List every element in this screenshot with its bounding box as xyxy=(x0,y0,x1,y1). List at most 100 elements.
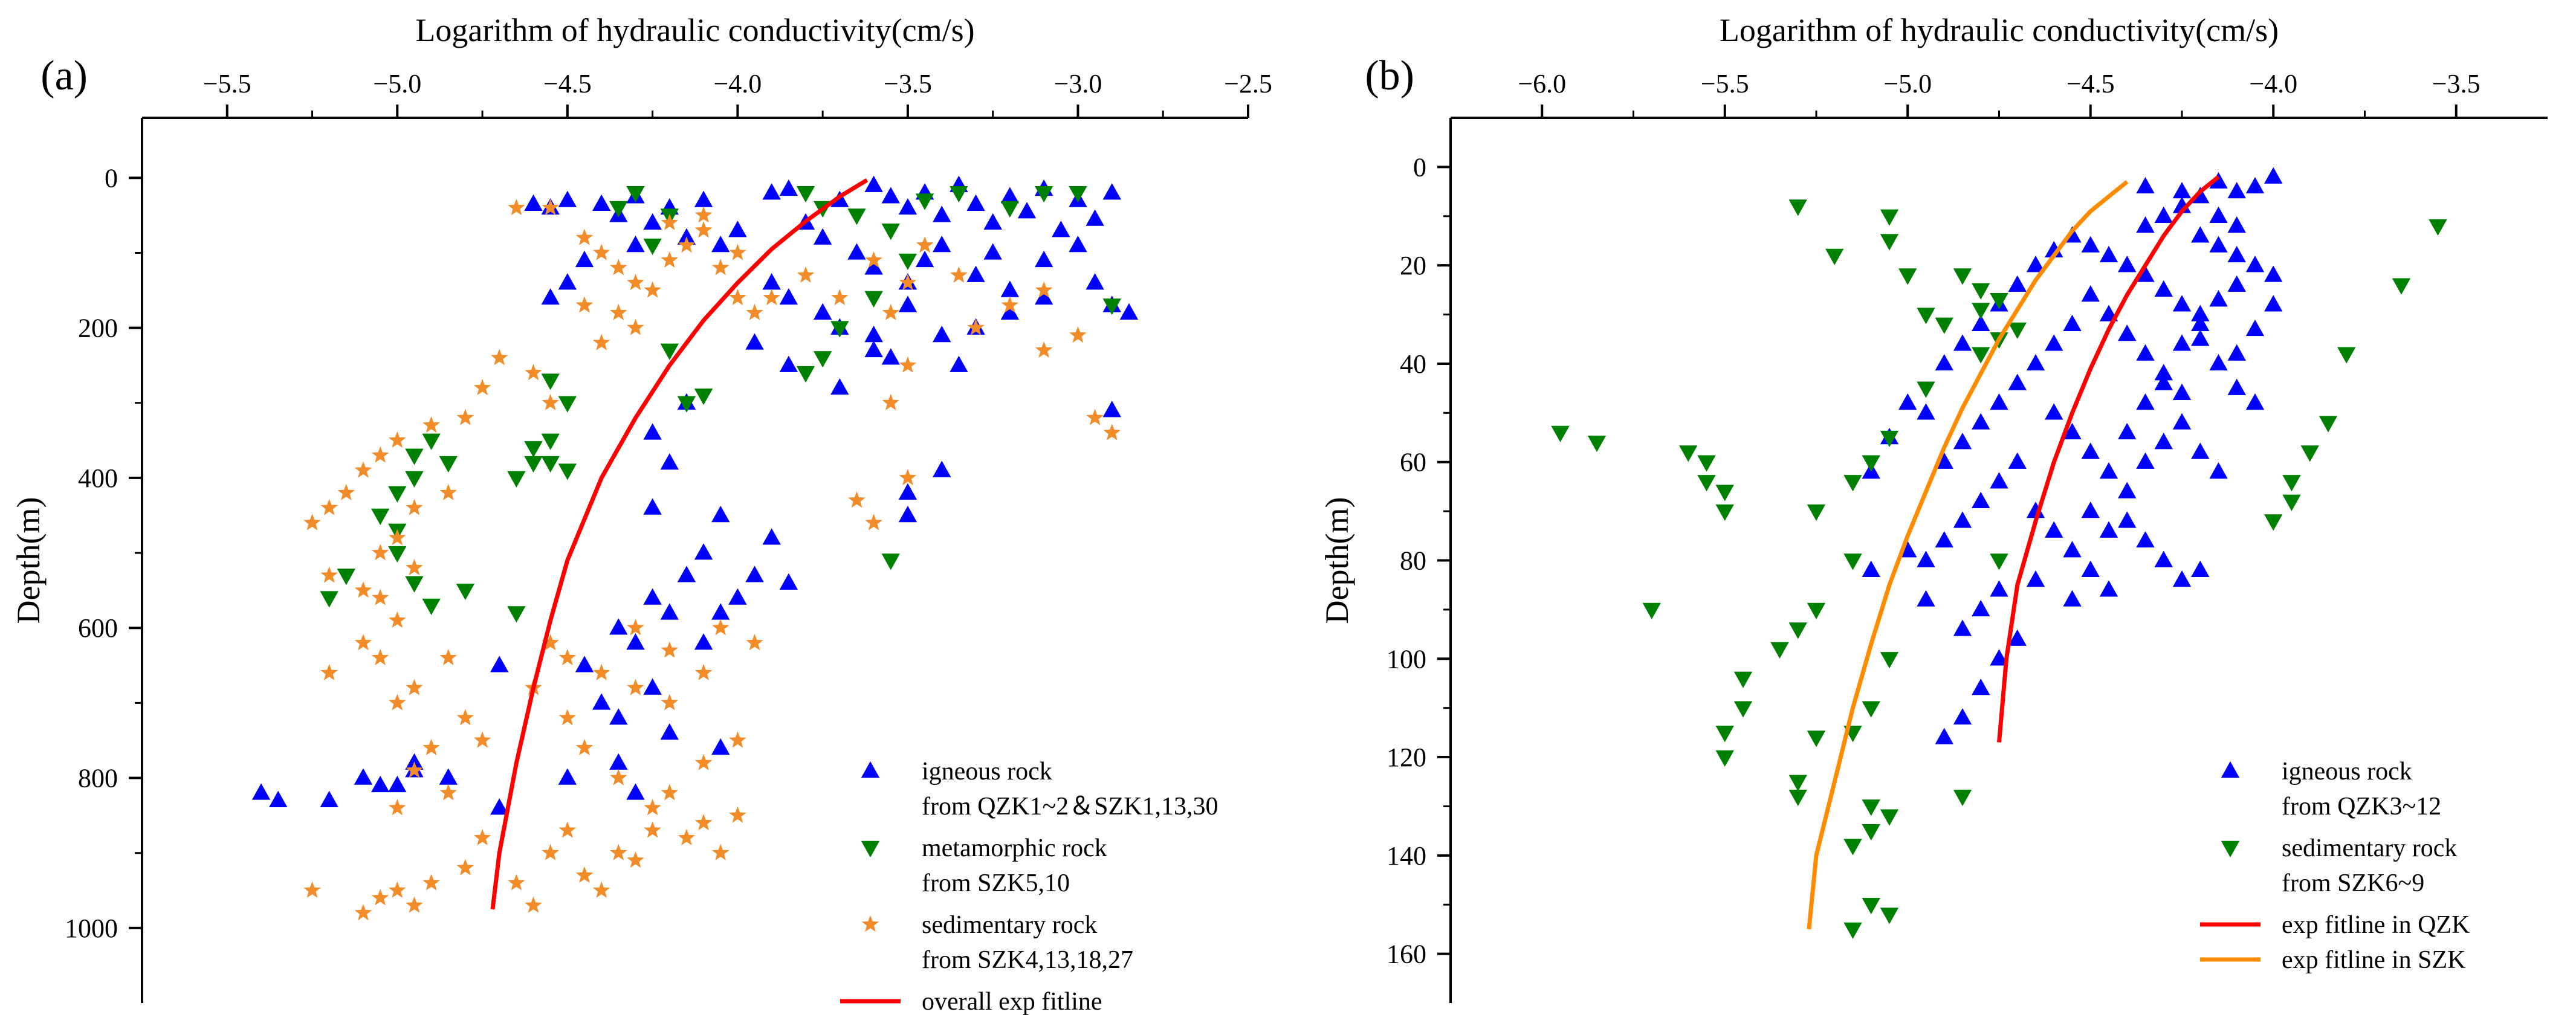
igneous-point xyxy=(2008,629,2027,646)
igneous-point xyxy=(864,258,883,275)
igneous-point xyxy=(2154,373,2173,390)
x-tick-label: −5.0 xyxy=(373,69,421,98)
sedimentary-point xyxy=(354,634,372,651)
sedimentary-point xyxy=(575,228,594,245)
sedimentary-point xyxy=(508,874,525,891)
sedimentary-point xyxy=(1035,281,1053,298)
sedimentary-point xyxy=(1972,283,1990,300)
sedimentary-point xyxy=(1880,209,1899,226)
sedimentary-point xyxy=(1990,553,2008,570)
legend-sublabel: from SZK5,10 xyxy=(922,869,1070,897)
metamorphic-point xyxy=(507,606,526,623)
panel-label: (b) xyxy=(1365,53,1414,99)
sedimentary-point xyxy=(371,446,389,463)
igneous-point xyxy=(1953,708,1972,725)
sedimentary-point xyxy=(729,243,746,260)
legend-sublabel: from SZK4,13,18,27 xyxy=(922,946,1133,974)
sedimentary-point xyxy=(371,648,389,665)
igneous-point xyxy=(2191,329,2210,346)
legend: igneous rock from QZK1~2＆SZK1,13,30 metamo… xyxy=(840,758,1218,1016)
sedimentary-point xyxy=(1825,248,1844,265)
igneous-point xyxy=(2136,176,2155,194)
igneous-point xyxy=(626,236,645,253)
legend-marker xyxy=(861,761,880,778)
metamorphic-point xyxy=(626,185,645,203)
sedimentary-point xyxy=(473,378,491,396)
sedimentary-point xyxy=(389,694,406,711)
igneous-point xyxy=(388,775,407,793)
igneous-series xyxy=(251,175,1139,815)
legend-marker xyxy=(2221,761,2240,778)
metamorphic-point xyxy=(558,396,577,413)
sedimentary-point xyxy=(1697,455,1716,472)
legend-marker xyxy=(861,840,880,857)
igneous-point xyxy=(2227,245,2246,263)
sedimentary-point xyxy=(1679,445,1698,462)
sedimentary-point xyxy=(337,483,355,500)
sedimentary-point xyxy=(525,364,542,381)
igneous-point xyxy=(1102,401,1121,418)
igneous-point xyxy=(660,603,679,620)
legend-label: igneous rock xyxy=(922,758,1052,785)
x-tick-label: −6.0 xyxy=(1518,69,1566,98)
fit_orange-fitline xyxy=(1807,180,2129,930)
sedimentary-point xyxy=(661,694,678,711)
metamorphic-point xyxy=(422,433,441,450)
igneous-point xyxy=(1972,491,1990,509)
sedimentary-point xyxy=(899,468,917,486)
sedimentary-point xyxy=(1862,799,1880,816)
sedimentary-point xyxy=(1917,308,1935,324)
metamorphic-point xyxy=(337,569,356,585)
metamorphic-point xyxy=(524,441,543,458)
igneous-point xyxy=(2227,275,2246,292)
sedimentary-point xyxy=(1880,430,1899,448)
igneous-point xyxy=(898,506,917,523)
metamorphic-point xyxy=(558,463,577,480)
igneous-point xyxy=(2081,501,2100,518)
igneous-point xyxy=(1972,314,1990,332)
metamorphic-point xyxy=(388,546,407,563)
metamorphic-point xyxy=(847,208,866,225)
sedimentary-point xyxy=(371,589,389,605)
metamorphic-point xyxy=(507,471,526,488)
sedimentary-point xyxy=(1788,775,1807,792)
metamorphic-point xyxy=(796,366,815,383)
sedimentary-point xyxy=(1807,504,1826,521)
legend-sublabel: from QZK1~2＆SZK1,13,30 xyxy=(922,793,1218,821)
sedimentary-point xyxy=(899,274,917,291)
igneous-point xyxy=(2154,206,2173,223)
igneous-series xyxy=(1862,167,2283,744)
igneous-point xyxy=(1000,187,1020,204)
igneous-point xyxy=(694,633,713,650)
metamorphic-point xyxy=(813,351,832,368)
metamorphic-point xyxy=(881,224,900,240)
sedimentary-point xyxy=(627,274,644,291)
igneous-point xyxy=(1086,273,1104,290)
igneous-point xyxy=(2099,462,2118,479)
sedimentary-point xyxy=(354,461,372,478)
metamorphic-point xyxy=(1034,185,1053,203)
y-tick-label: 20 xyxy=(1400,251,1426,280)
igneous-point xyxy=(2136,344,2155,361)
igneous-point xyxy=(711,603,730,620)
igneous-point xyxy=(2172,570,2192,587)
igneous-point xyxy=(1069,236,1087,253)
legend-marker xyxy=(2221,840,2240,857)
igneous-point xyxy=(2063,314,2082,332)
sedimentary-point xyxy=(406,679,423,695)
sedimentary-point xyxy=(558,709,577,726)
sedimentary-point xyxy=(320,663,338,680)
sedimentary-point xyxy=(439,784,457,801)
panel-a: (a) −5.5 −5.0 −4.5 −4.0 −3.5 −3.0 −2.5 0 200 400 60… xyxy=(10,12,1272,1016)
igneous-point xyxy=(269,790,288,807)
igneous-point xyxy=(2063,541,2082,558)
igneous-point xyxy=(2172,295,2192,312)
igneous-point xyxy=(1917,403,1935,420)
sedimentary-point xyxy=(2319,416,2338,433)
sedimentary-point xyxy=(1069,326,1087,343)
sedimentary-point xyxy=(371,544,389,561)
igneous-point xyxy=(592,194,611,211)
metamorphic-point xyxy=(643,238,662,256)
sedimentary-point xyxy=(763,289,780,306)
